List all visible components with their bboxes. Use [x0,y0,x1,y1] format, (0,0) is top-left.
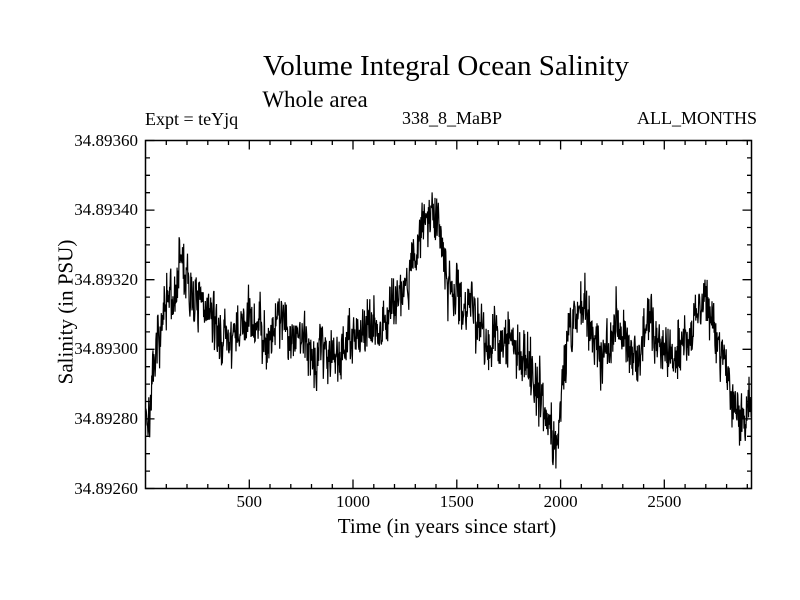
y-tick-label: 34.89260 [74,478,138,498]
chart-title: Volume Integral Ocean Salinity [263,50,629,82]
x-tick-label: 2000 [543,492,578,511]
y-tick-label: 34.89360 [74,130,138,150]
y-tick-label: 34.89280 [74,408,138,428]
experiment-label: Expt = teYjq [145,109,239,129]
chart-subtitle: Whole area [262,87,368,112]
run-label: 338_8_MaBP [401,108,502,128]
x-tick-label: 1500 [439,492,474,511]
x-tick-label: 500 [236,492,263,511]
y-tick-label: 34.89320 [74,269,138,289]
salinity-timeseries-line [144,192,753,469]
x-tick-label: 2500 [647,492,682,511]
y-tick-label: 34.89300 [74,339,138,359]
y-tick-label: 34.89340 [74,200,138,220]
x-tick-label: 1000 [336,492,371,511]
months-label: ALL_MONTHS [637,108,757,128]
x-axis-title: Time (in years since start) [337,514,557,538]
